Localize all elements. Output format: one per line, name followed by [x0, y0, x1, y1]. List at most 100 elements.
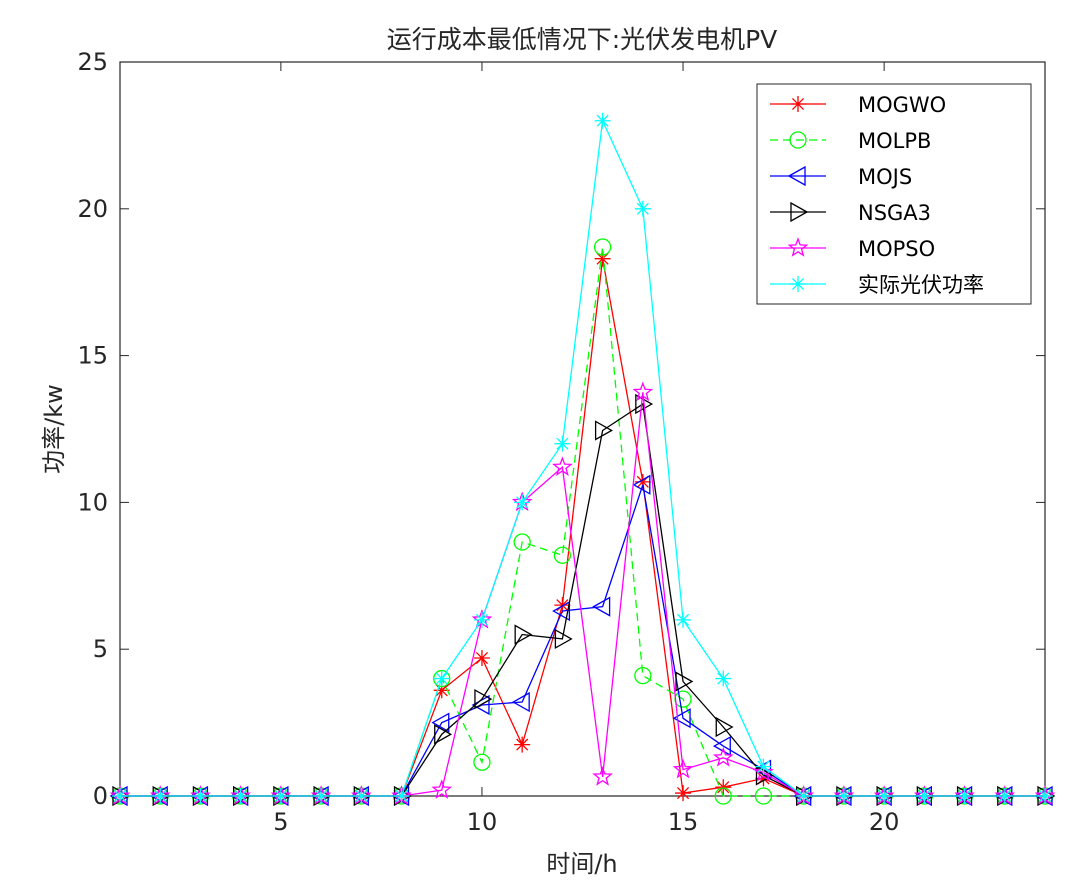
- marker-shape: [634, 200, 651, 217]
- data-point: [514, 624, 533, 645]
- data-point: [632, 474, 651, 495]
- legend-label: MOJS: [858, 165, 912, 189]
- data-point: [514, 736, 531, 753]
- marker-shape: [787, 237, 809, 257]
- legend-marker: [787, 237, 809, 257]
- marker-shape: [632, 474, 651, 495]
- data-point: [753, 761, 774, 782]
- marker-shape: [675, 671, 694, 692]
- data-point: [876, 788, 893, 804]
- data-point: [514, 494, 531, 511]
- data-point: [675, 611, 692, 628]
- legend-label: 实际光伏功率: [858, 273, 984, 297]
- legend-label: MOLPB: [858, 129, 931, 153]
- data-point: [592, 596, 611, 617]
- marker-shape: [795, 788, 812, 804]
- data-point: [431, 712, 450, 733]
- data-point: [715, 779, 732, 796]
- data-point: [712, 746, 734, 767]
- legend-box: [756, 83, 1032, 305]
- marker-shape: [755, 770, 772, 787]
- marker-shape: [152, 788, 169, 804]
- data-point: [152, 788, 169, 804]
- marker-shape: [592, 766, 613, 786]
- marker-shape: [672, 708, 691, 729]
- y-tick-label: 0: [93, 782, 108, 810]
- marker-shape: [675, 785, 692, 802]
- marker-shape: [592, 596, 611, 617]
- marker-shape: [553, 546, 572, 564]
- legend-marker: [787, 165, 806, 187]
- marker-shape: [514, 624, 533, 645]
- x-tick-label: 15: [668, 808, 699, 836]
- data-point: [634, 666, 652, 685]
- marker-shape: [433, 670, 450, 687]
- data-point: [552, 456, 573, 476]
- marker-shape: [790, 201, 809, 223]
- data-point: [675, 671, 694, 692]
- data-point: [473, 611, 490, 628]
- legend-label: MOPSO: [858, 237, 935, 261]
- data-point: [715, 670, 732, 687]
- data-point: [192, 788, 209, 804]
- series-layer: [109, 112, 1056, 807]
- marker-shape: [753, 761, 774, 782]
- data-point: [232, 788, 249, 804]
- marker-shape: [712, 746, 734, 767]
- data-point: [513, 533, 531, 551]
- x-tick-label: 10: [467, 808, 498, 836]
- data-point: [593, 238, 612, 256]
- data-point: [675, 785, 692, 802]
- data-point: [434, 724, 453, 745]
- marker-shape: [513, 533, 531, 551]
- marker-shape: [192, 788, 209, 804]
- marker-shape: [552, 456, 573, 476]
- marker-shape: [594, 420, 613, 441]
- data-point: [715, 716, 734, 738]
- data-point: [594, 250, 611, 267]
- data-point: [634, 473, 651, 490]
- legend-marker: [790, 96, 806, 112]
- marker-shape: [789, 131, 807, 149]
- data-point: [473, 753, 491, 771]
- marker-shape: [672, 758, 694, 779]
- marker-shape: [996, 788, 1013, 804]
- legend-label: NSGA3: [858, 201, 931, 225]
- data-point: [353, 788, 370, 804]
- chart-title: 运行成本最低情况下:光伏发电机PV: [387, 25, 778, 54]
- legend-marker: [789, 131, 807, 149]
- data-point: [672, 758, 694, 779]
- data-point: [554, 628, 573, 650]
- series-6: [112, 112, 1053, 804]
- marker-shape: [876, 788, 893, 804]
- marker-shape: [715, 779, 732, 796]
- data-point: [755, 770, 772, 787]
- data-point: [916, 788, 933, 804]
- data-point: [554, 597, 571, 614]
- data-point: [795, 788, 812, 804]
- marker-shape: [755, 765, 774, 786]
- data-point: [313, 788, 330, 804]
- marker-shape: [790, 96, 806, 112]
- marker-shape: [835, 788, 852, 804]
- marker-shape: [594, 112, 611, 129]
- marker-shape: [473, 611, 490, 628]
- data-point: [996, 788, 1013, 804]
- data-point: [594, 112, 611, 129]
- data-point: [272, 788, 289, 804]
- marker-shape: [431, 712, 450, 733]
- marker-shape: [754, 787, 773, 805]
- marker-shape: [232, 788, 249, 804]
- marker-shape: [313, 788, 330, 804]
- marker-shape: [714, 787, 732, 805]
- data-point: [393, 788, 410, 804]
- marker-shape: [632, 381, 654, 402]
- data-point: [473, 650, 490, 667]
- data-point: [552, 600, 571, 622]
- marker-shape: [552, 600, 571, 622]
- x-tick-label: 20: [869, 808, 900, 836]
- data-point: [594, 420, 613, 441]
- marker-shape: [434, 724, 453, 745]
- marker-shape: [393, 788, 410, 804]
